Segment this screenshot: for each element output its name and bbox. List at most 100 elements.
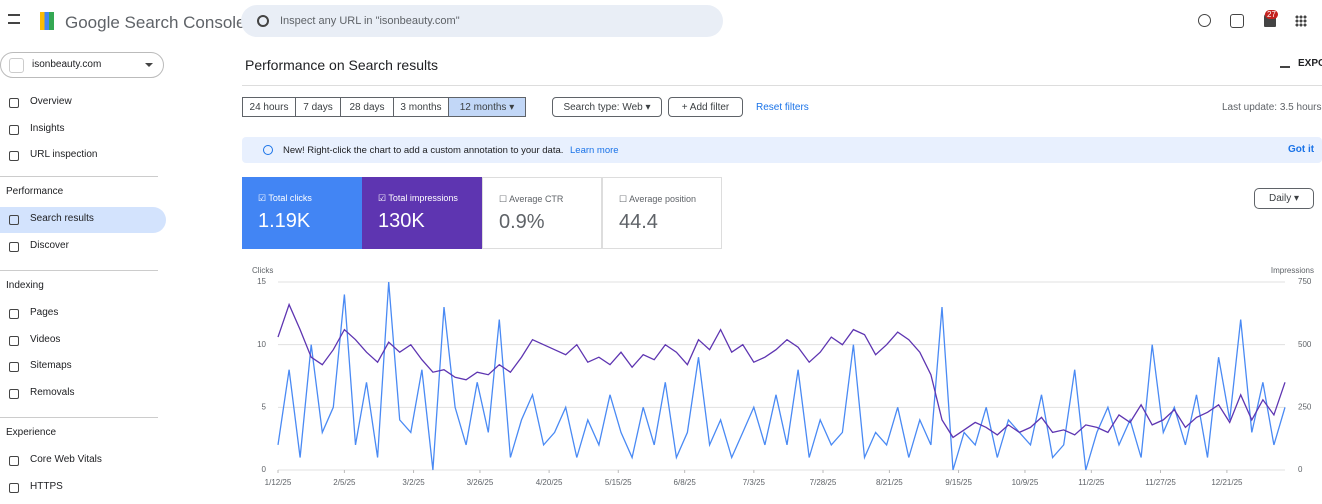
date-range-button[interactable]: 3 months [393, 97, 449, 117]
date-range-button[interactable]: 7 days [295, 97, 341, 117]
banner-text: New! Right-click the chart to add a cust… [283, 145, 564, 156]
account-icon[interactable] [1230, 14, 1244, 28]
metric-value: 1.19K [258, 210, 311, 232]
search-box[interactable] [241, 5, 723, 37]
nav-item[interactable]: Search results [30, 213, 94, 224]
search-icon [257, 15, 269, 27]
got-it-button[interactable]: Got it [1288, 144, 1315, 155]
reset-filters[interactable]: Reset filters [756, 102, 809, 113]
x-tick-label: 7/28/25 [810, 478, 837, 487]
y2-axis-title: Impressions [1271, 266, 1314, 275]
nav-icon [9, 241, 19, 252]
section-title[interactable]: Performance [6, 186, 64, 197]
nav-item[interactable]: Videos [30, 333, 61, 345]
y-tick-label: 15 [257, 277, 266, 286]
y2-tick-label: 750 [1298, 277, 1312, 286]
search-type-label: Search type: Web [563, 102, 643, 113]
x-tick-label: 7/3/25 [743, 478, 766, 487]
nav-icon [9, 482, 19, 493]
y2-tick-label: 250 [1298, 402, 1312, 411]
date-range-button[interactable]: 24 hours [242, 97, 296, 117]
metric-card[interactable]: ☑ Total clicks 1.19K [242, 177, 362, 249]
x-tick-label: 10/9/25 [1012, 478, 1039, 487]
logo [40, 12, 54, 30]
x-tick-label: 11/27/25 [1145, 478, 1176, 487]
nav-item[interactable]: Overview [30, 96, 72, 107]
metric-card[interactable]: ☐ Average CTR 0.9% [482, 177, 602, 249]
export-icon[interactable] [1280, 57, 1290, 68]
date-range-button[interactable]: 12 months ▾ [448, 97, 526, 117]
nav-icon [9, 362, 19, 372]
nav-icon [9, 456, 19, 466]
section-title[interactable]: Experience [6, 427, 57, 438]
nav-item[interactable]: HTTPS [30, 480, 63, 492]
divider [0, 176, 158, 177]
metric-label-text: Total impressions [388, 193, 458, 203]
x-tick-label: 5/15/25 [605, 478, 632, 487]
divider [0, 270, 158, 271]
y-axis-title: Clicks [252, 266, 273, 275]
nav-icon [9, 151, 19, 161]
nav-item[interactable]: URL inspection [30, 149, 98, 160]
nav-icon [9, 309, 19, 319]
divider [242, 85, 1322, 86]
nav-item[interactable]: Discover [30, 239, 69, 251]
nav-icon [9, 335, 19, 346]
info-icon [263, 145, 273, 155]
nav-icon [9, 98, 19, 108]
section-title[interactable]: Indexing [6, 280, 44, 291]
search-type-filter[interactable]: Search type: Web ▾ [552, 97, 662, 117]
date-range-label: 24 hours [249, 102, 289, 113]
y-tick-label: 5 [262, 402, 267, 411]
dropdown-arrow [145, 63, 153, 71]
y2-tick-label: 0 [1298, 465, 1303, 474]
x-tick-label: 2/5/25 [333, 478, 356, 487]
nav-highlight [0, 207, 166, 233]
nav-item[interactable]: Sitemaps [30, 360, 72, 371]
property-selector[interactable] [0, 52, 164, 78]
nav-item[interactable]: Core Web Vitals [30, 454, 102, 465]
nav-item[interactable]: Insights [30, 122, 65, 134]
nav-icon [9, 215, 19, 225]
apps-icon[interactable] [1295, 15, 1307, 27]
date-range-label: 7 days [303, 102, 333, 113]
y-tick-label: 10 [257, 340, 266, 349]
chart: Clicks Impressions 0 5 10 15 0 250 500 750 1/12/… [252, 266, 1314, 487]
add-filter-button[interactable]: + Add filter [668, 97, 743, 117]
series-line [277, 302, 1286, 439]
export-button[interactable]: EXPO [1298, 58, 1322, 69]
banner [242, 137, 1322, 163]
learn-more-link[interactable]: Learn more [570, 145, 619, 156]
nav-item[interactable]: Removals [30, 386, 75, 398]
metric-card[interactable]: ☐ Average position 44.4 [602, 177, 722, 249]
metric-value: 130K [378, 210, 425, 232]
x-tick-label: 8/21/25 [876, 478, 903, 487]
x-tick-label: 3/2/25 [402, 478, 425, 487]
nav-item[interactable]: Pages [30, 307, 59, 318]
x-tick-label: 6/8/25 [674, 478, 697, 487]
property-name[interactable]: isonbeauty.com [32, 59, 102, 70]
divider [0, 417, 158, 418]
date-range-label: 28 days [349, 102, 385, 113]
menu-icon[interactable] [8, 14, 20, 24]
x-tick-label: 11/2/25 [1078, 478, 1105, 487]
metric-value: 44.4 [619, 211, 658, 233]
metric-label: ☑ Total clicks [258, 193, 312, 203]
x-tick-label: 1/12/25 [265, 478, 292, 487]
metric-label: ☑ Total impressions [378, 193, 458, 203]
x-tick-label: 12/21/25 [1211, 478, 1243, 487]
page-title: Performance on Search results [245, 57, 438, 73]
date-range-button[interactable]: 28 days [340, 97, 394, 117]
help-icon[interactable] [1198, 14, 1211, 27]
metric-label-text: Average CTR [509, 194, 564, 204]
metric-label-text: Average position [629, 194, 696, 204]
product-name: Google Search Console [65, 13, 246, 32]
metric-card[interactable]: ☑ Total impressions 130K [362, 177, 482, 249]
x-tick-label: 3/26/25 [467, 478, 494, 487]
granularity-label: Daily [1268, 193, 1292, 204]
granularity-select[interactable]: Daily ▾ [1254, 188, 1314, 209]
property-icon [9, 58, 24, 73]
search-placeholder[interactable]: Inspect any URL in "isonbeauty.com" [280, 15, 460, 27]
x-tick-label: 9/15/25 [945, 478, 972, 487]
